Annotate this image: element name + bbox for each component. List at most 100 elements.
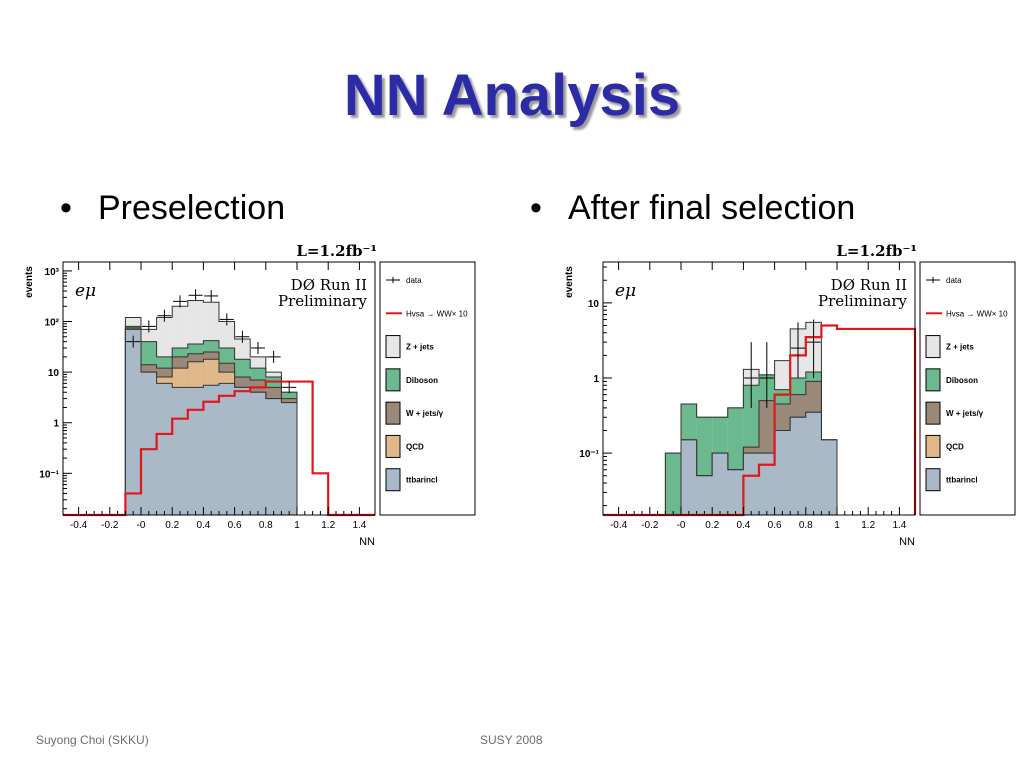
legend-label-w-jets: W + jets/γ [946,409,984,418]
legend-swatch-ttbarincl [385,468,401,492]
legend-swatch-w-jets [925,401,941,425]
bar-ttbarincl [219,383,235,515]
x-tick-label: 1.4 [352,520,366,531]
stack-outline-ttbarincl [665,411,838,516]
bar-ttbarincl [681,439,697,515]
stack-outline-ttbarincl [124,328,298,515]
legend-swatch-diboson [925,368,941,392]
legend-label-hvsa-ww-10: Hvsa → WW× 10 [946,309,1008,318]
bar-ttbarincl [821,439,837,515]
x-axis-label: NN [899,536,915,548]
x-tick-label: 0.4 [736,520,750,531]
legend-label-qcd: QCD [406,442,424,451]
stack-outline-w-jets [124,327,298,515]
x-axis-label: NN [359,536,375,548]
bullet-final-selection: • After final selection [528,186,855,230]
preliminary-label: Preliminary [818,292,908,310]
lumi-label: L=1.2fb⁻¹ [296,242,377,260]
bar-ttbarincl [696,475,713,515]
legend-label-ttbarincl: ttbarincl [946,476,978,485]
bullet-dot: • [530,189,542,227]
bar-ttbarincl [234,387,251,515]
x-tick-label: -0.2 [101,520,119,531]
bar-ttbarincl [790,417,806,515]
bar-ttbarincl [281,402,297,515]
bar-ttbarincl [156,383,173,515]
bar-ttbarincl [125,329,141,515]
x-tick-label: 0.6 [228,520,242,531]
legend-swatch-diboson [385,368,401,392]
legend-swatch-z-jets [925,335,941,359]
bar-ttbarincl [172,387,188,515]
bar-ttbarincl [759,453,775,515]
x-tick-label: 1.4 [892,520,906,531]
x-tick-label: -0 [137,520,146,531]
legend-label-z-jets: Z + jets [946,343,974,352]
x-tick-label: 0.8 [259,520,273,531]
y-axis-label: events [564,266,575,298]
stack-outline-diboson [124,325,298,515]
histogram-final-selection: -0.4 -0.2 -0 0.2 0.4 0.6 0.8 1 1.2 1.4 10⁻¹ 1 10 NN ev… [564,242,1016,548]
x-tick-label: 1.2 [321,520,335,531]
bullet-preselection: • Preselection [58,186,285,230]
x-tick-label: -0.2 [641,520,659,531]
x-tick-label: 1.2 [861,520,875,531]
x-tick-label: 1 [294,520,300,531]
legend-label-ttbarincl: ttbarincl [406,476,438,485]
lumi-label: L=1.2fb⁻¹ [836,242,917,260]
y-tick-label: 10³ [45,267,60,278]
bar-ttbarincl [265,398,282,515]
preliminary-label: Preliminary [278,292,368,310]
chart-preselection: -0.4 -0.2 -0 0.2 0.4 0.6 0.8 1 1.2 1.4 10⁻¹ 1 10 10² 1… [20,240,480,550]
y-tick-label: 10⁻¹ [39,469,59,480]
bar-ttbarincl [712,453,728,515]
x-tick-label: 0.4 [196,520,210,531]
experiment-label: DØ Run II [831,276,907,294]
x-tick-label: 0.2 [705,520,719,531]
bar-ttbarincl [250,392,266,515]
x-tick-label: 0.2 [165,520,179,531]
y-tick-label: 10⁻¹ [579,449,599,460]
stack-outline-diboson [664,371,838,515]
x-tick-label: 0.6 [768,520,782,531]
footer-conference: SUSY 2008 [480,733,543,747]
bar-ttbarincl [203,385,219,515]
x-tick-label: -0 [677,520,686,531]
legend-swatch-qcd [385,434,401,458]
bar-ttbarincl [727,469,744,515]
x-tick-label: -0.4 [610,520,628,531]
legend-label-data: data [946,276,962,285]
x-tick-label: -0.4 [70,520,88,531]
x-tick-label: 1 [834,520,840,531]
bullet-dot: • [60,189,72,227]
legend-label-diboson: Diboson [406,376,438,385]
histogram-preselection: -0.4 -0.2 -0 0.2 0.4 0.6 0.8 1 1.2 1.4 10⁻¹ 1 10 10² 1… [24,242,476,548]
bar-ttbarincl [743,453,759,515]
footer-author: Suyong Choi (SKKU) [36,733,149,747]
legend-label-z-jets: Z + jets [406,343,434,352]
bar-ttbarincl [187,387,204,515]
bullet-text: After final selection [568,189,856,227]
slide-title: NN Analysis [343,63,681,128]
y-axis-label: events [24,266,35,298]
channel-label: eμ [615,281,636,301]
bar-ttbarincl [141,372,157,515]
legend-label-w-jets: W + jets/γ [406,409,444,418]
legend-label-data: data [406,276,422,285]
y-tick-label: 10² [45,318,60,329]
bar-ttbarincl [805,412,822,515]
y-tick-label: 10 [48,368,60,379]
stack-outline-z-jets [124,300,298,515]
legend-swatch-z-jets [385,335,401,359]
legend-swatch-w-jets [385,401,401,425]
y-tick-label: 10 [588,299,600,310]
signal-line [63,380,375,517]
legend-label-hvsa-ww-10: Hvsa → WW× 10 [406,309,468,318]
y-tick-label: 1 [593,374,599,385]
bar-diboson [665,453,681,515]
channel-label: eμ [75,281,96,301]
legend-swatch-ttbarincl [925,468,941,492]
bar-ttbarincl [774,430,791,515]
legend-swatch-qcd [925,434,941,458]
legend-label-diboson: Diboson [946,376,978,385]
